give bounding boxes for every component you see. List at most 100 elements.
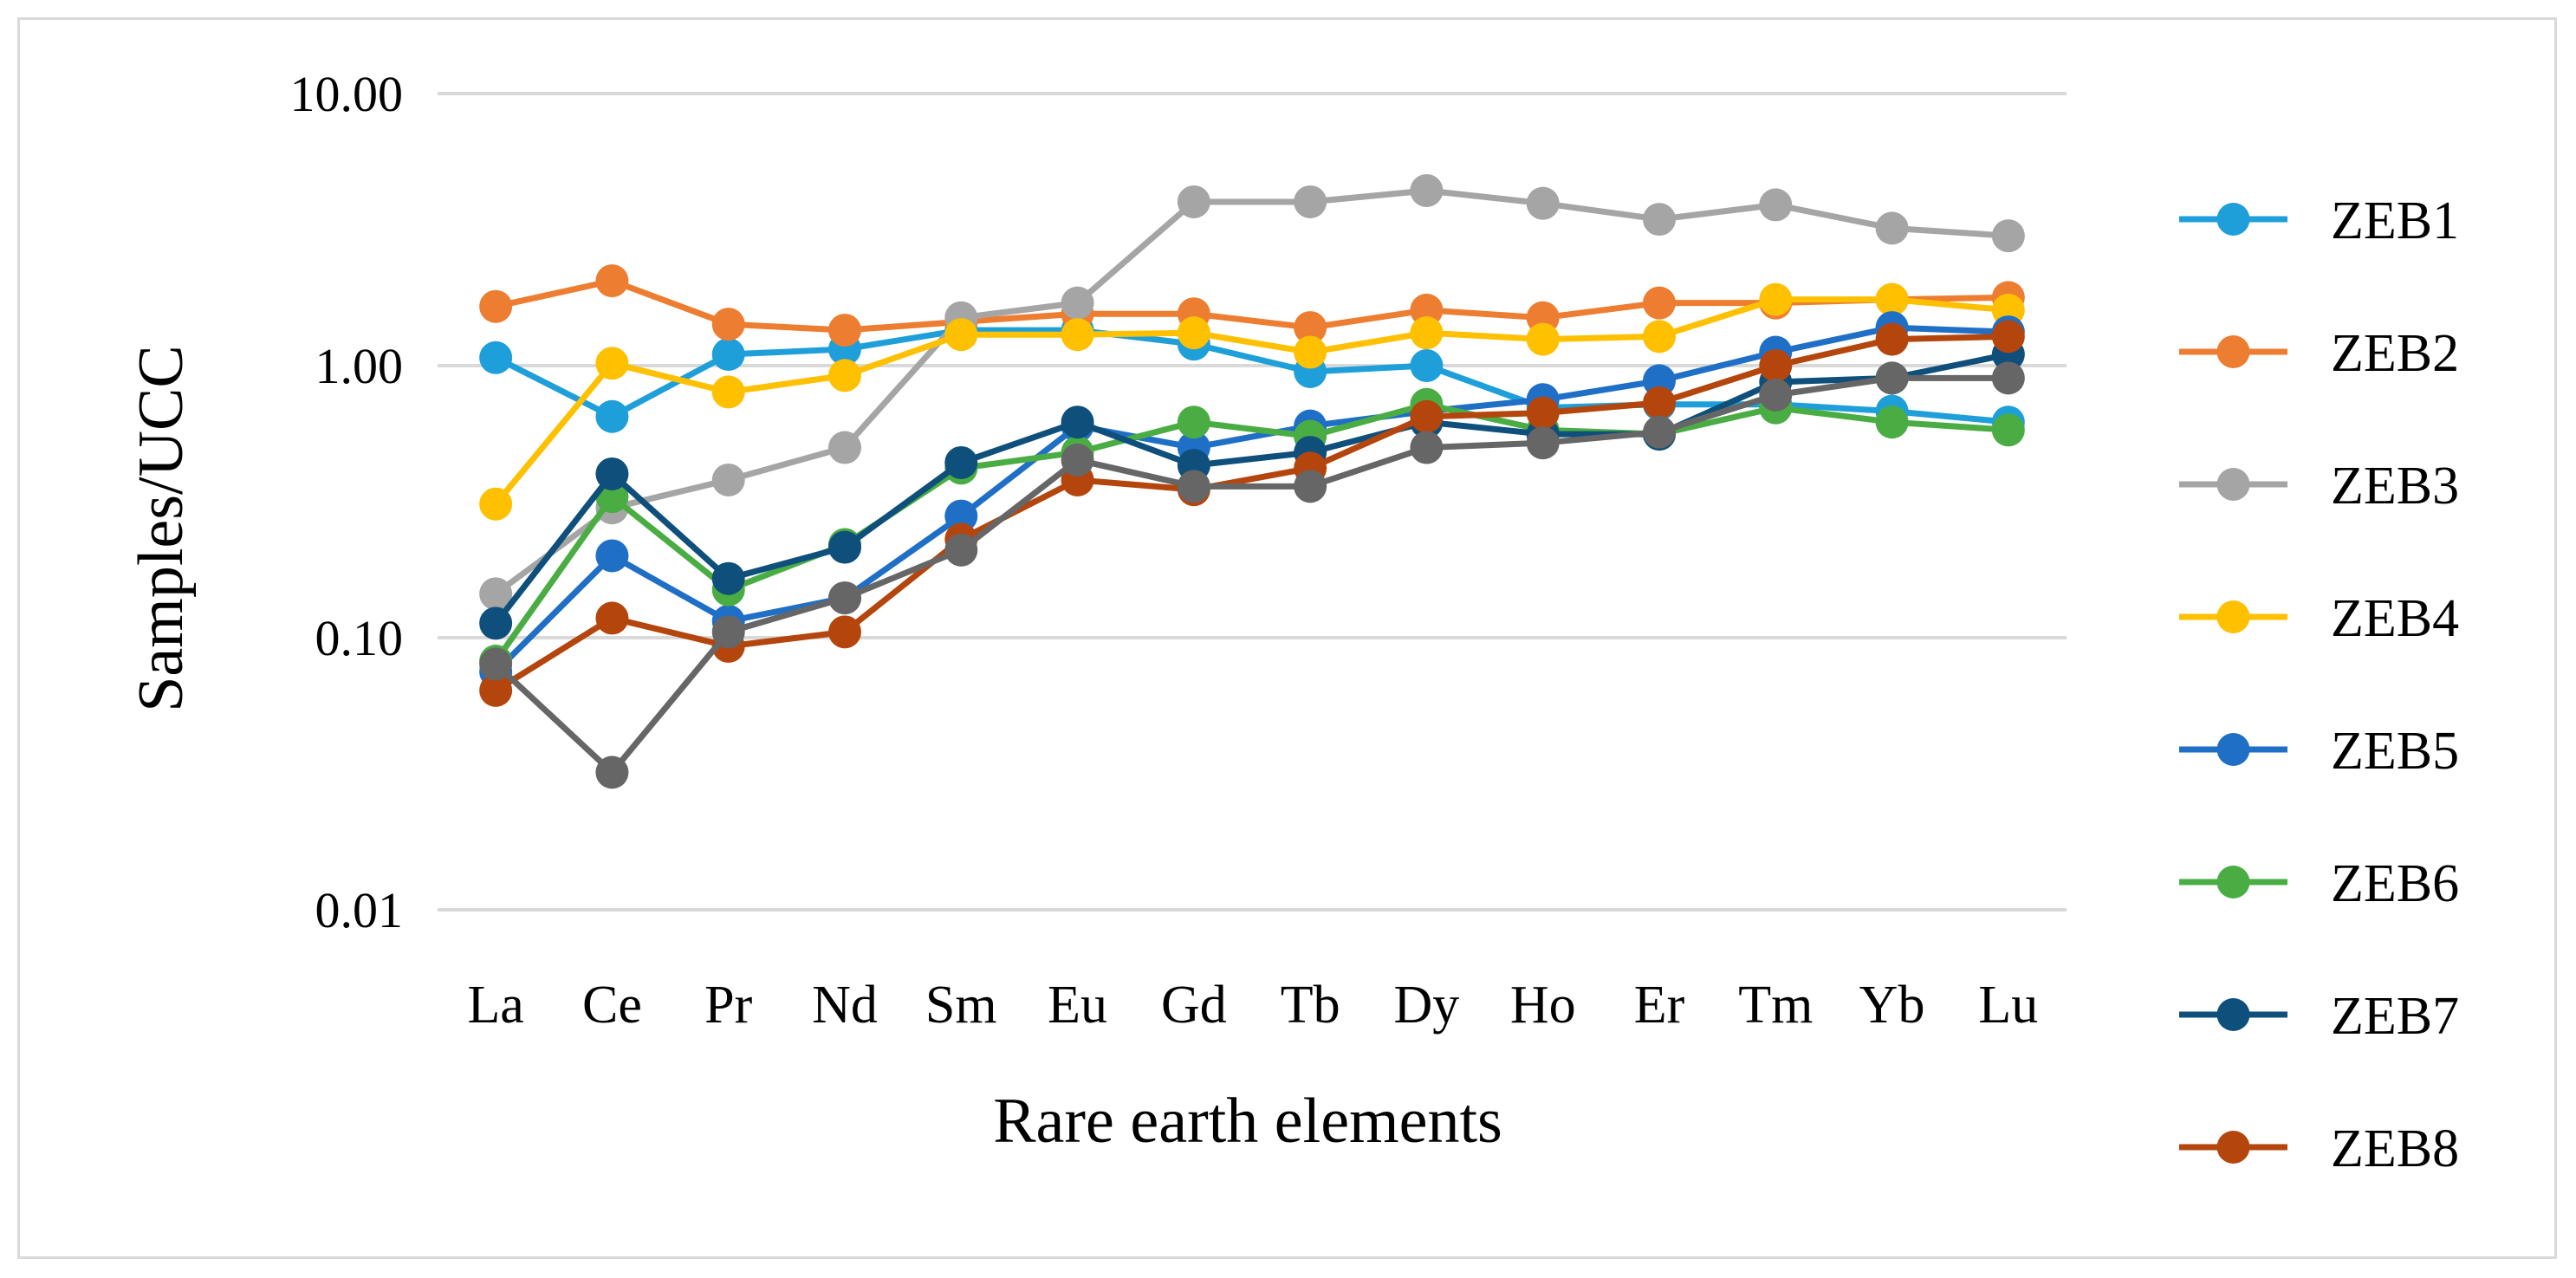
data-point xyxy=(1526,322,1560,356)
legend-marker xyxy=(2216,733,2250,766)
legend-marker xyxy=(2216,468,2250,501)
data-point xyxy=(1410,431,1444,464)
series-line xyxy=(494,333,2008,693)
legend-item-zeb5: ZEB5 xyxy=(2179,722,2459,781)
data-point xyxy=(711,615,745,649)
data-point xyxy=(1643,286,1676,320)
data-point xyxy=(1643,203,1676,237)
y-axis-ticks: 10.00 1.00 0.10 0.01 xyxy=(290,66,404,938)
data-point xyxy=(944,499,978,533)
legend-label: ZEB1 xyxy=(2331,191,2459,250)
data-point xyxy=(1875,282,1909,316)
series-line xyxy=(494,187,2009,597)
data-point xyxy=(1294,470,1327,503)
data-point xyxy=(828,530,861,564)
data-point xyxy=(1991,219,2025,253)
data-point xyxy=(595,457,629,490)
data-point xyxy=(828,314,861,347)
data-point xyxy=(828,581,861,615)
data-point xyxy=(1991,413,2025,447)
series-line xyxy=(493,401,2009,664)
x-tick-label: Ce xyxy=(582,976,642,1035)
x-tick-label: Ho xyxy=(1510,976,1576,1035)
series-line xyxy=(493,351,2009,626)
data-point xyxy=(479,607,513,640)
x-tick-label: Sm xyxy=(925,976,997,1035)
series-line xyxy=(493,324,2008,674)
y-tick-label: 0.01 xyxy=(315,882,404,938)
x-tick-label: Eu xyxy=(1048,976,1107,1035)
data-point xyxy=(1991,320,2025,354)
legend-item-zeb1: ZEB1 xyxy=(2179,191,2459,250)
data-point xyxy=(1294,335,1327,369)
data-point xyxy=(479,289,513,323)
x-tick-label: Lu xyxy=(1978,976,2038,1035)
data-point xyxy=(1294,311,1327,345)
x-tick-label: Pr xyxy=(704,976,752,1035)
data-point xyxy=(1410,399,1444,433)
legend: ZEB1 ZEB2 ZEB3 ZEB4 ZEB5 ZEB6 ZEB7 ZEB8 xyxy=(2179,191,2459,1178)
data-point xyxy=(1875,322,1909,356)
data-point xyxy=(479,647,513,681)
data-point xyxy=(711,338,745,372)
data-point xyxy=(595,347,629,380)
data-point xyxy=(711,463,745,496)
data-point xyxy=(1759,349,1793,382)
x-tick-label: Er xyxy=(1634,976,1685,1035)
series-line xyxy=(493,374,2008,775)
legend-label: ZEB3 xyxy=(2331,457,2459,516)
data-point xyxy=(595,601,629,635)
data-point xyxy=(711,375,745,409)
data-point xyxy=(944,533,978,567)
data-point xyxy=(1177,316,1210,350)
data-point xyxy=(1061,286,1094,320)
data-point xyxy=(1061,405,1094,439)
legend-item-zeb8: ZEB8 xyxy=(2179,1119,2459,1178)
y-tick-label: 10.00 xyxy=(290,66,404,122)
legend-item-zeb7: ZEB7 xyxy=(2179,987,2459,1046)
data-point xyxy=(828,359,861,392)
data-point xyxy=(1643,386,1676,419)
series-zeb5 xyxy=(479,311,2025,689)
series-zeb6 xyxy=(479,387,2025,678)
data-point xyxy=(1410,173,1444,207)
legend-label: ZEB8 xyxy=(2331,1119,2459,1178)
data-point xyxy=(1177,405,1210,439)
legend-marker xyxy=(2216,203,2250,236)
legend-marker xyxy=(2216,600,2250,633)
data-point xyxy=(828,615,861,649)
data-point xyxy=(1759,282,1793,316)
series-zeb1 xyxy=(479,314,2025,439)
x-tick-label: Gd xyxy=(1161,976,1227,1035)
x-tick-label: Tm xyxy=(1738,976,1813,1035)
data-point xyxy=(1526,426,1560,460)
series-zeb4 xyxy=(479,282,2025,521)
series-line xyxy=(493,296,2009,506)
series-zeb2 xyxy=(479,264,2025,347)
data-point xyxy=(1875,361,1909,395)
x-tick-label: Nd xyxy=(812,976,878,1035)
data-point xyxy=(1061,318,1094,352)
data-point xyxy=(479,577,513,611)
data-point xyxy=(1061,443,1094,477)
data-point xyxy=(711,561,745,595)
y-axis-title: Samples/UCC xyxy=(126,345,197,711)
legend-marker xyxy=(2216,998,2250,1031)
legend-label: ZEB2 xyxy=(2331,324,2459,383)
x-tick-label: Yb xyxy=(1859,976,1925,1035)
x-tick-label: Tb xyxy=(1281,976,1340,1035)
x-tick-label: Dy xyxy=(1394,976,1460,1035)
data-point xyxy=(1526,186,1560,220)
y-tick-label: 0.10 xyxy=(315,610,404,666)
data-point xyxy=(1991,361,2025,395)
legend-marker xyxy=(2216,866,2250,898)
data-point xyxy=(711,308,745,341)
legend-label: ZEB4 xyxy=(2331,589,2459,648)
x-axis-categories: La Ce Pr Nd Sm Eu Gd Tb Dy Ho Er Tm Yb Lu xyxy=(467,976,2038,1035)
data-point xyxy=(595,399,629,433)
data-point xyxy=(944,318,978,352)
data-point xyxy=(1643,415,1676,449)
x-axis-title: Rare earth elements xyxy=(993,1086,1502,1157)
data-point xyxy=(1875,405,1909,439)
